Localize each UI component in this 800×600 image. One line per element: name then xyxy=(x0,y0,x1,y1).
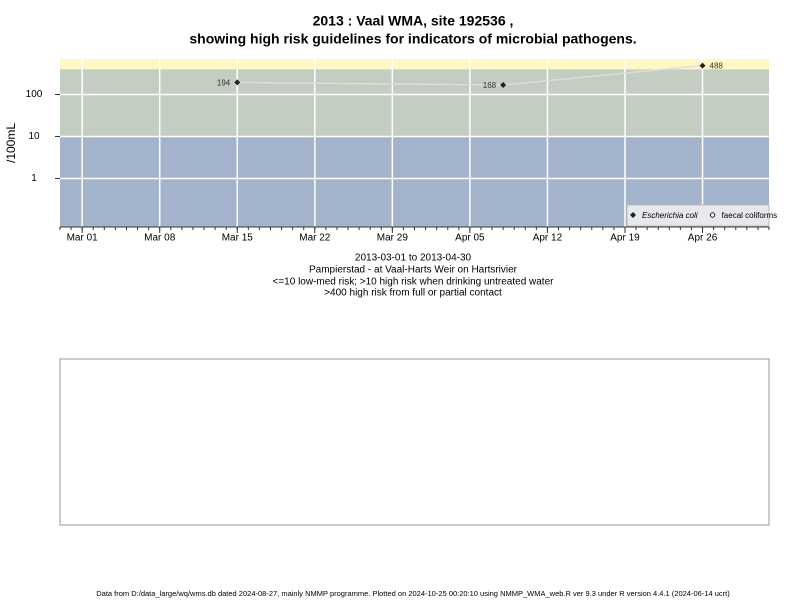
point xyxy=(699,62,706,69)
data-label: 194 xyxy=(217,79,231,88)
subtitle: <=10 low-med risk; >10 high risk when dr… xyxy=(273,277,555,288)
legend-marker xyxy=(709,212,716,218)
x-tick-label: Mar 01 xyxy=(67,233,99,244)
chart-title: showing high risk guidelines for indicat… xyxy=(189,31,636,47)
legend-label: Escherichia coli xyxy=(642,211,698,220)
subtitle: Pampierstad - at Vaal-Harts Weir on Hart… xyxy=(309,265,518,276)
empty-panel xyxy=(59,358,770,526)
x-tick-label: Apr 19 xyxy=(610,233,640,244)
point xyxy=(234,79,241,86)
y-tick-label: 1 xyxy=(31,173,37,184)
risk-band xyxy=(60,59,769,70)
subtitle: 2013-03-01 to 2013-04-30 xyxy=(355,253,472,264)
y-tick-label: 100 xyxy=(26,89,43,100)
y-tick-label: 10 xyxy=(28,131,40,142)
x-tick-label: Apr 26 xyxy=(688,233,718,244)
x-tick-label: Mar 29 xyxy=(377,233,409,244)
y-axis-label: /100mL xyxy=(4,123,18,163)
subtitle: >400 high risk from full or partial cont… xyxy=(324,288,502,299)
chart-title: 2013 : Vaal WMA, site 192536 , xyxy=(313,13,514,29)
legend-box xyxy=(626,204,770,227)
x-tick-label: Mar 15 xyxy=(222,233,254,244)
x-tick-label: Mar 22 xyxy=(299,233,331,244)
data-label: 168 xyxy=(483,81,497,90)
x-tick-label: Mar 08 xyxy=(144,233,176,244)
x-tick-label: Apr 12 xyxy=(533,233,563,244)
point xyxy=(500,82,507,89)
data-label: 488 xyxy=(710,62,724,71)
footer: Data from D:/data_large/wq/wms.db dated … xyxy=(96,589,730,598)
x-tick-label: Apr 05 xyxy=(455,233,485,244)
risk-band xyxy=(60,69,769,137)
legend-label: faecal coliforms xyxy=(722,211,778,220)
legend-marker xyxy=(630,212,636,218)
